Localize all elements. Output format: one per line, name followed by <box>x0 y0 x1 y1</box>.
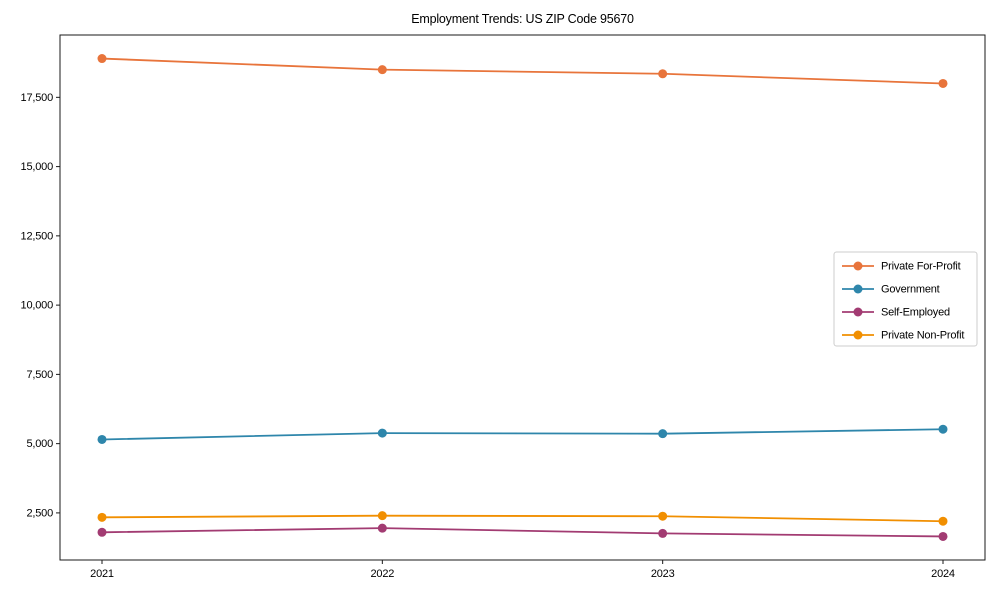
series-self-employed-marker <box>658 528 668 538</box>
legend-marker-private-for-profit <box>853 261 863 271</box>
series-private-for-profit-line <box>101 57 944 85</box>
series-private-non-profit-marker <box>938 516 948 526</box>
series-self-employed-marker <box>938 531 948 541</box>
x-axis-tick-label: 2022 <box>370 568 394 580</box>
series-self-employed-line <box>101 527 944 538</box>
legend-label-private-non-profit: Private Non-Profit <box>881 330 964 342</box>
plot-border <box>59 34 986 561</box>
series-private-for-profit-marker <box>97 54 107 64</box>
legend-label-self-employed: Self-Employed <box>881 307 950 319</box>
series-private-non-profit-line <box>101 514 944 523</box>
y-axis-tick-label: 12,500 <box>21 230 54 242</box>
y-axis-tick-label: 2,500 <box>26 507 53 519</box>
series-government-line <box>101 428 944 441</box>
series-private-non-profit-marker <box>658 511 668 521</box>
chart-title: Employment Trends: US ZIP Code 95670 <box>411 12 634 26</box>
x-axis-tick-label: 2023 <box>651 568 675 580</box>
legend-marker-self-employed <box>853 307 863 317</box>
x-axis-tick-label: 2021 <box>90 568 114 580</box>
legend-box <box>833 251 978 347</box>
x-axis-tick-label: 2024 <box>931 568 955 580</box>
series-government-marker <box>658 429 668 439</box>
y-axis-tick-label: 10,000 <box>21 300 54 312</box>
y-axis-tick-label: 7,500 <box>26 369 53 381</box>
series-private-for-profit-marker <box>377 65 387 75</box>
series-private-for-profit-marker <box>658 69 668 79</box>
series-government-marker <box>377 428 387 438</box>
series-private-for-profit-marker <box>938 78 948 88</box>
series-self-employed-marker <box>377 523 387 533</box>
series-government-marker <box>938 424 948 434</box>
series-private-non-profit-marker <box>377 511 387 521</box>
legend-marker-government <box>853 284 863 294</box>
y-axis-tick-label: 15,000 <box>21 161 54 173</box>
series-private-non-profit-marker <box>97 512 107 522</box>
legend-marker-private-non-profit <box>853 330 863 340</box>
series-self-employed-marker <box>97 527 107 537</box>
legend-label-government: Government <box>881 284 940 296</box>
series-government-marker <box>97 434 107 444</box>
y-axis-tick-label: 5,000 <box>26 438 53 450</box>
y-axis-tick-label: 17,500 <box>21 92 54 104</box>
legend-label-private-for-profit: Private For-Profit <box>881 261 961 273</box>
